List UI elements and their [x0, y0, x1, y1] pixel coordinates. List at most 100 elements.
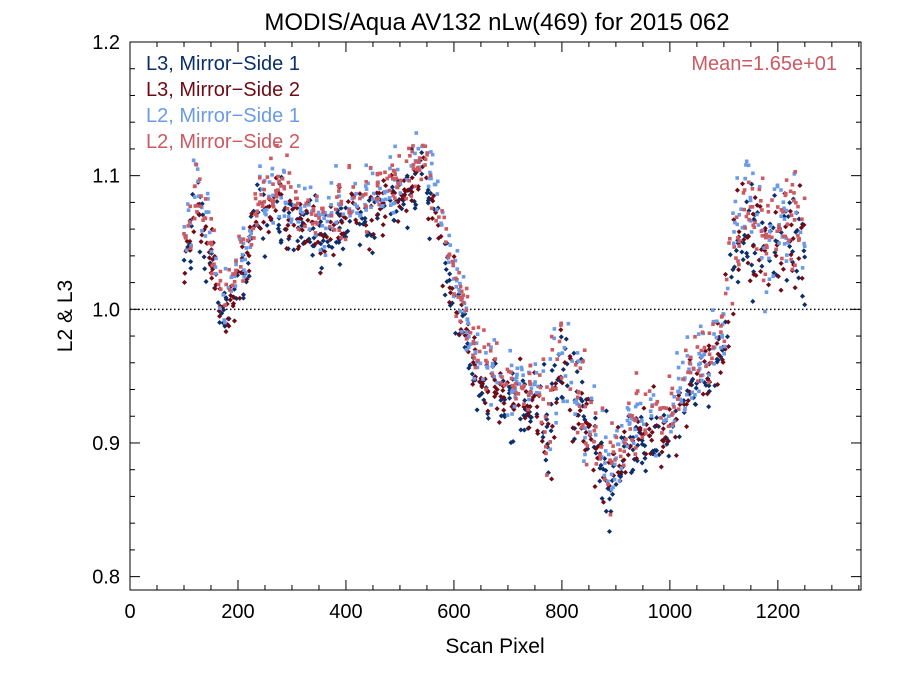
data-point [764, 251, 769, 256]
data-point [347, 218, 353, 224]
data-point [675, 351, 679, 355]
data-point [801, 248, 807, 254]
data-point [382, 214, 388, 220]
data-point [723, 291, 728, 296]
data-point [258, 200, 262, 204]
data-point [515, 402, 522, 408]
data-point [768, 229, 772, 234]
data-point [613, 462, 617, 467]
data-point [392, 176, 396, 181]
data-point [411, 166, 416, 171]
data-point [314, 233, 318, 237]
data-point [321, 212, 325, 217]
data-point [522, 402, 526, 406]
data-point [246, 253, 252, 259]
data-point [767, 277, 772, 281]
data-point [452, 292, 456, 296]
data-point [563, 374, 568, 378]
data-point [201, 218, 205, 222]
data-point [786, 241, 790, 245]
data-point [378, 186, 382, 191]
data-point [725, 286, 730, 291]
data-point [206, 210, 211, 214]
data-point [712, 362, 716, 366]
data-point [364, 187, 369, 191]
data-point [329, 211, 334, 215]
data-point [667, 374, 672, 378]
data-point [213, 265, 218, 269]
data-point [234, 262, 238, 267]
data-point [209, 240, 213, 245]
data-point [430, 161, 434, 166]
data-point [709, 360, 713, 365]
data-point [780, 256, 784, 261]
data-point [744, 199, 750, 205]
data-point [427, 236, 433, 242]
data-point [212, 262, 216, 266]
data-point [584, 462, 589, 467]
data-point [598, 457, 603, 461]
data-point [309, 212, 314, 216]
data-point [792, 198, 796, 203]
data-point [345, 199, 351, 205]
data-point [322, 248, 328, 255]
series-2-points [181, 155, 807, 505]
data-point [501, 400, 507, 406]
data-point [401, 201, 407, 207]
data-point [696, 368, 701, 373]
data-point [551, 434, 557, 440]
data-point [640, 435, 645, 439]
data-point [347, 164, 352, 168]
data-point [648, 397, 653, 401]
data-point [540, 434, 546, 440]
data-point [534, 414, 540, 420]
data-point [374, 215, 380, 221]
data-point [380, 222, 386, 228]
data-point [547, 402, 551, 406]
data-point [785, 253, 789, 257]
data-point [592, 384, 597, 388]
data-point [802, 254, 808, 260]
data-point [790, 267, 795, 272]
y-tick-label: 0.8 [92, 567, 120, 589]
data-point [461, 275, 466, 279]
data-point [270, 173, 274, 177]
data-point [749, 262, 755, 268]
data-point [592, 428, 597, 433]
data-point [232, 279, 237, 284]
data-point [442, 292, 448, 298]
data-point [278, 239, 284, 246]
data-point [779, 214, 783, 218]
data-point [271, 193, 275, 198]
data-point [715, 319, 719, 324]
data-point [470, 359, 476, 365]
data-point [589, 396, 594, 401]
data-point [269, 156, 273, 161]
data-point [649, 437, 655, 443]
data-point [666, 453, 672, 459]
legend-entry-3: L2, Mirror−Side 1 [146, 105, 300, 127]
data-point [565, 399, 569, 404]
data-point [184, 236, 188, 240]
data-point [631, 441, 636, 445]
data-point [728, 237, 732, 241]
data-point [216, 282, 221, 287]
data-point [209, 242, 214, 247]
data-point [702, 352, 707, 356]
data-point [771, 274, 775, 278]
data-point [466, 345, 471, 349]
data-point [423, 163, 427, 167]
data-point [205, 191, 210, 196]
data-point [634, 434, 639, 439]
data-point [472, 341, 476, 346]
data-point [735, 176, 739, 180]
data-point [687, 361, 692, 365]
data-point [802, 241, 806, 246]
data-point [734, 187, 740, 193]
data-point [274, 194, 279, 199]
data-point [760, 176, 765, 181]
data-point [388, 155, 393, 159]
data-point [658, 464, 664, 470]
data-point [664, 417, 668, 422]
data-point [244, 246, 249, 250]
